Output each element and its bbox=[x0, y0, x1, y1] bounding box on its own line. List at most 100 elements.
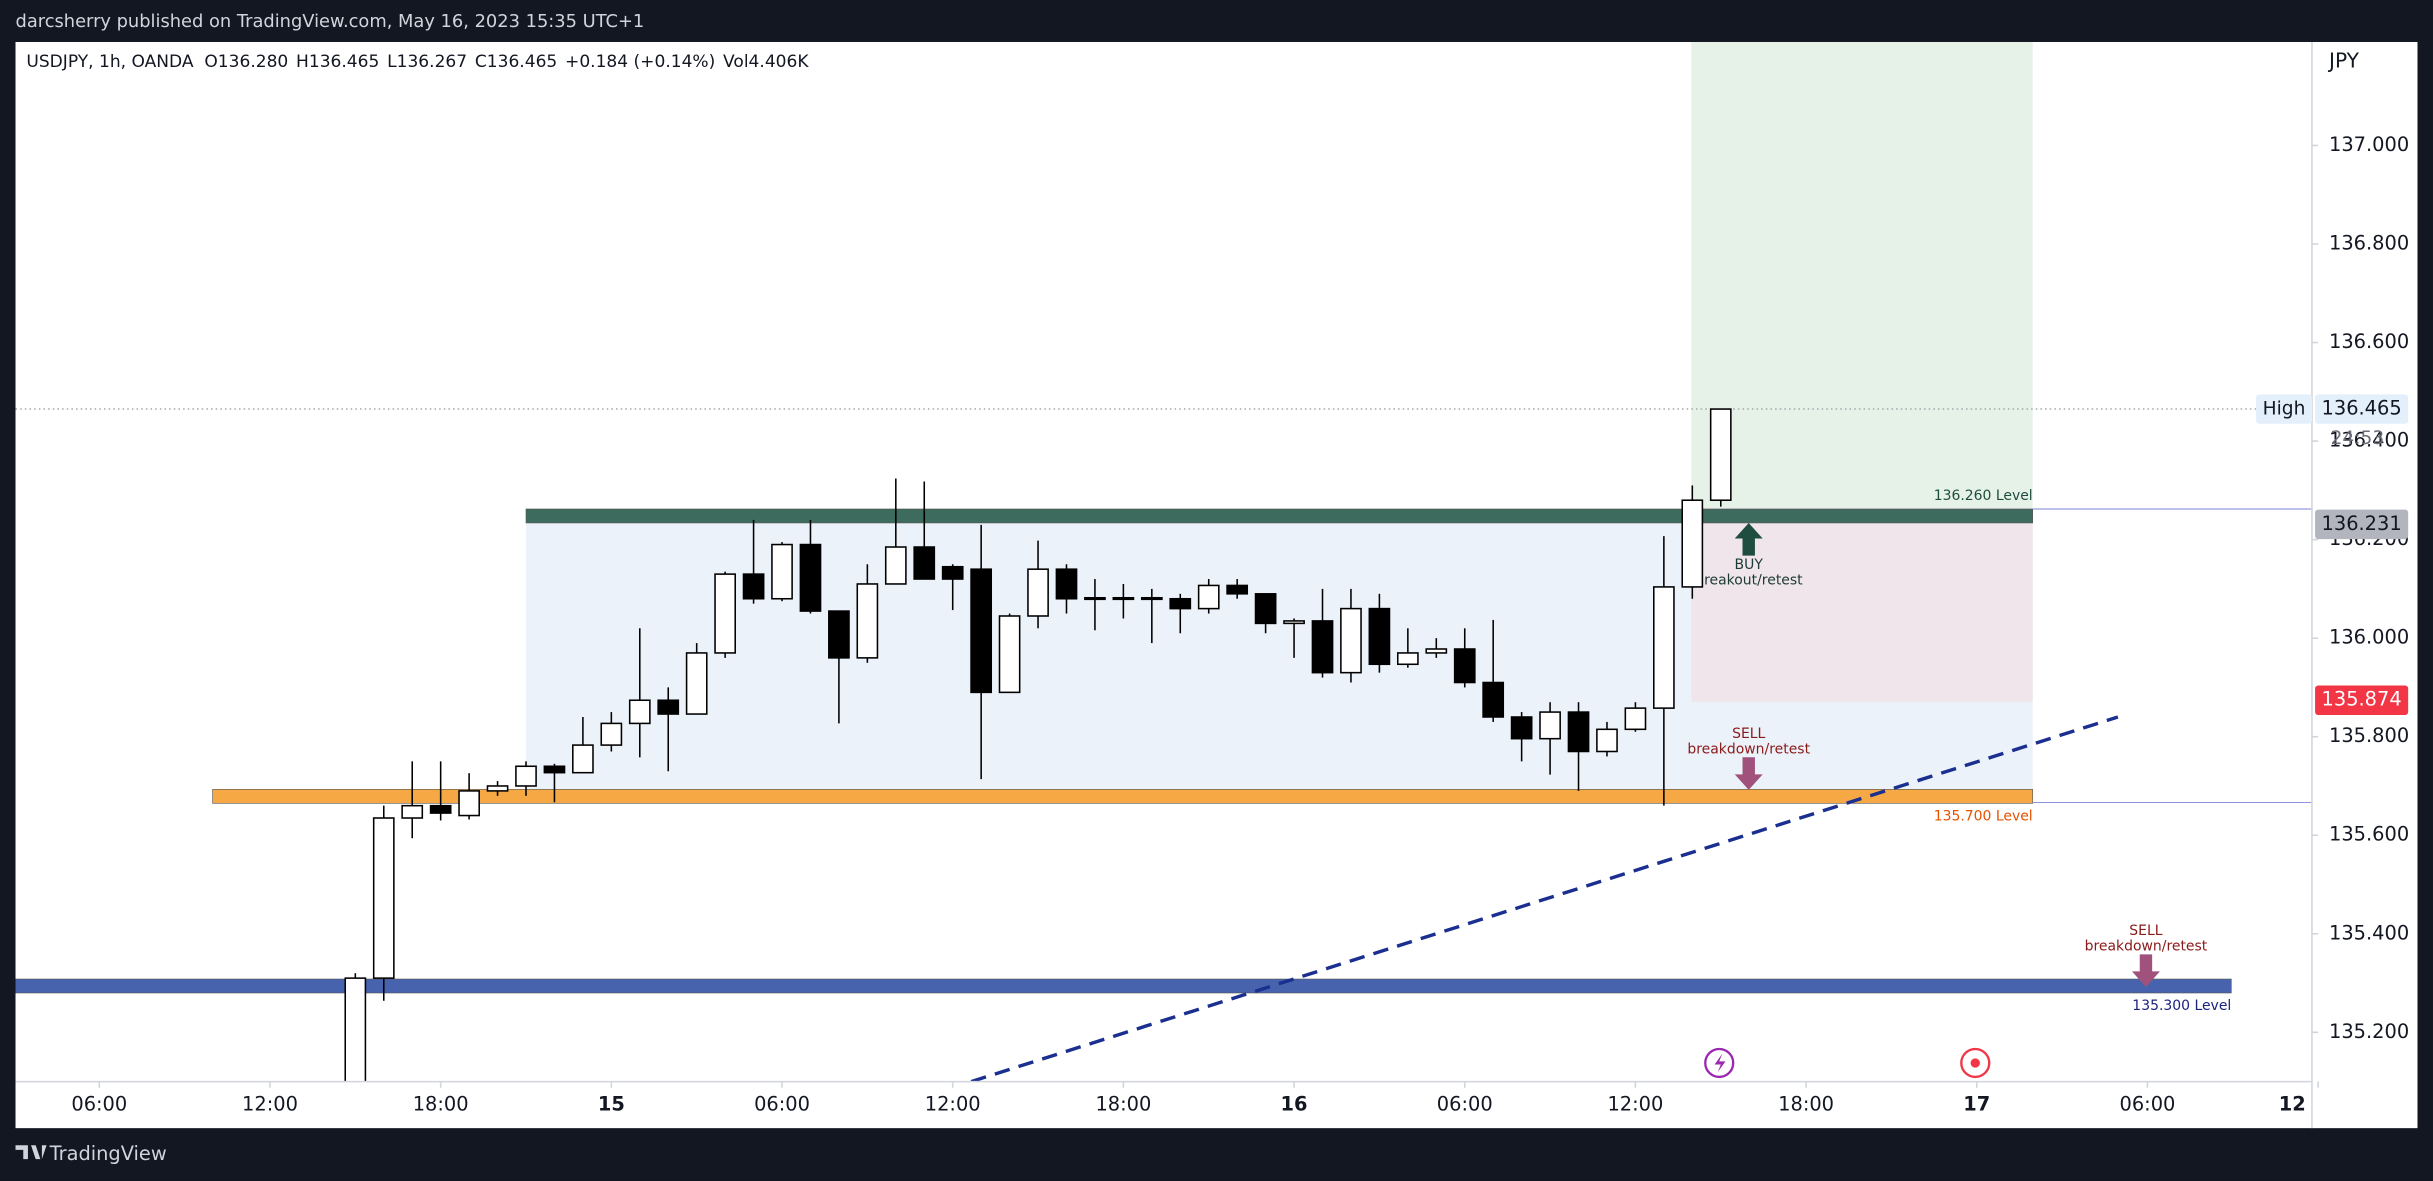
candle-body bbox=[1539, 711, 1561, 740]
price-tag-box bbox=[2256, 394, 2312, 424]
plot: 136.260 Level 135.700 Level 135.300 Level B… bbox=[15, 41, 2312, 1082]
y-tick-label: 135.600 bbox=[2329, 823, 2409, 846]
candle-body bbox=[856, 583, 879, 659]
candle-body bbox=[970, 568, 993, 694]
annotation-text: breakdown/retest bbox=[1687, 742, 1810, 758]
annotation-text: BUY bbox=[1735, 557, 1764, 573]
y-tick-label: 135.200 bbox=[2329, 1020, 2409, 1043]
candle-body bbox=[1709, 408, 1732, 501]
candle-body bbox=[714, 573, 736, 654]
annotation-text: SELL bbox=[2129, 923, 2162, 939]
candle-body bbox=[1027, 568, 1049, 617]
candle-body bbox=[998, 615, 1021, 694]
annotation-text: reakout/retest bbox=[1704, 572, 1803, 588]
y-tick-label: 135.400 bbox=[2329, 921, 2409, 944]
candle-body bbox=[628, 699, 651, 725]
candle-body bbox=[1197, 584, 1220, 610]
y-tick-label: 136.000 bbox=[2329, 626, 2409, 649]
candle-body bbox=[372, 817, 395, 979]
legend-item: Vol4.406K bbox=[723, 52, 809, 72]
level-band bbox=[212, 789, 2033, 804]
candle-body bbox=[771, 543, 793, 600]
x-tick-label: 12:00 bbox=[925, 1092, 981, 1115]
level-label: 135.700 Level bbox=[1934, 808, 2033, 824]
candle-body bbox=[1425, 648, 1448, 654]
x-tick-label: 06:00 bbox=[2120, 1092, 2176, 1115]
candle-body bbox=[1368, 607, 1391, 666]
candle-body bbox=[799, 543, 822, 612]
candle-body bbox=[1055, 568, 1078, 600]
footer-brand: TradingView bbox=[49, 1142, 167, 1165]
candle-body bbox=[600, 722, 623, 746]
legend-item: H136.465 bbox=[296, 52, 379, 72]
candle-body bbox=[913, 546, 936, 580]
price-label-box bbox=[2315, 685, 2409, 715]
x-tick-label: 17 bbox=[1963, 1092, 1990, 1115]
tradingview-logo: TradingView bbox=[15, 1142, 167, 1165]
price-label-box bbox=[2315, 394, 2409, 424]
annotation-arrow bbox=[2131, 954, 2160, 987]
x-tick-label: 06:00 bbox=[1437, 1092, 1493, 1115]
candle-body bbox=[828, 610, 850, 659]
candle-body bbox=[1112, 596, 1135, 601]
trendline bbox=[970, 715, 2119, 1082]
publish-header: darcsherry published on TradingView.com,… bbox=[16, 11, 645, 32]
candle-body bbox=[1283, 620, 1305, 625]
level-band bbox=[15, 978, 2232, 994]
x-tick-label: 06:00 bbox=[754, 1092, 810, 1115]
candle-body bbox=[515, 765, 537, 787]
candle-body bbox=[657, 699, 680, 715]
price-tag: High bbox=[2263, 399, 2306, 420]
legend-item: USDJPY, 1h, OANDA bbox=[26, 52, 193, 72]
ohlc-legend: USDJPY, 1h, OANDA O136.280 H136.465 L136.26… bbox=[26, 52, 809, 72]
price-label: 135.874 bbox=[2322, 688, 2402, 711]
candle-body bbox=[429, 804, 452, 814]
x-tick-label: 06:00 bbox=[71, 1092, 127, 1115]
y-tick-label: 135.800 bbox=[2329, 724, 2409, 747]
candle-body bbox=[685, 652, 708, 715]
candle-body bbox=[1140, 596, 1163, 601]
level-label: 136.260 Level bbox=[1934, 488, 2033, 504]
candle-body bbox=[884, 546, 907, 585]
price-label: 136.231 bbox=[2322, 512, 2402, 535]
candle-body bbox=[1681, 499, 1704, 588]
y-tick-label: 136.600 bbox=[2329, 330, 2409, 353]
legend-item: C136.465 bbox=[475, 52, 557, 72]
currency-label: JPY bbox=[2327, 49, 2360, 73]
candle-body bbox=[458, 790, 480, 817]
candle-body bbox=[1226, 584, 1249, 595]
candle-body bbox=[1482, 681, 1505, 718]
bar-countdown: 24:53 bbox=[2331, 428, 2385, 449]
candle-body bbox=[1653, 586, 1675, 709]
x-tick-label: 18:00 bbox=[413, 1092, 469, 1115]
candle-body bbox=[1340, 607, 1362, 674]
x-tick-label: 18:00 bbox=[1778, 1092, 1834, 1115]
candle-body bbox=[1453, 648, 1476, 684]
annotation-text: breakdown/retest bbox=[2085, 939, 2208, 955]
candle-body bbox=[344, 977, 367, 1082]
event-icons bbox=[1704, 1047, 1991, 1079]
candle-body bbox=[1311, 620, 1334, 674]
candle-body bbox=[1396, 652, 1419, 666]
legend-item: +0.184 (+0.14%) bbox=[565, 52, 715, 72]
annotation-arrow bbox=[1734, 757, 1763, 790]
candle-body bbox=[1084, 596, 1106, 601]
level-label: 135.300 Level bbox=[2132, 998, 2231, 1014]
candle-body bbox=[742, 573, 765, 600]
x-tick-label: 18:00 bbox=[1095, 1092, 1151, 1115]
candle-body bbox=[1254, 593, 1277, 625]
candle-body bbox=[1624, 707, 1647, 731]
candle-body bbox=[1567, 711, 1590, 753]
candle-body bbox=[486, 785, 509, 792]
price-label-box bbox=[2315, 509, 2409, 540]
y-tick-label: 136.800 bbox=[2329, 231, 2409, 254]
annotation-arrow bbox=[1734, 523, 1763, 556]
candle-body bbox=[1510, 716, 1533, 740]
level-band bbox=[525, 508, 2033, 524]
candle-body bbox=[401, 804, 424, 819]
y-tick-label: 137.000 bbox=[2329, 133, 2409, 156]
annotation-text: SELL bbox=[1732, 726, 1765, 742]
candle-body bbox=[1596, 728, 1618, 753]
y-tick-label: 136.400 bbox=[2329, 429, 2409, 452]
